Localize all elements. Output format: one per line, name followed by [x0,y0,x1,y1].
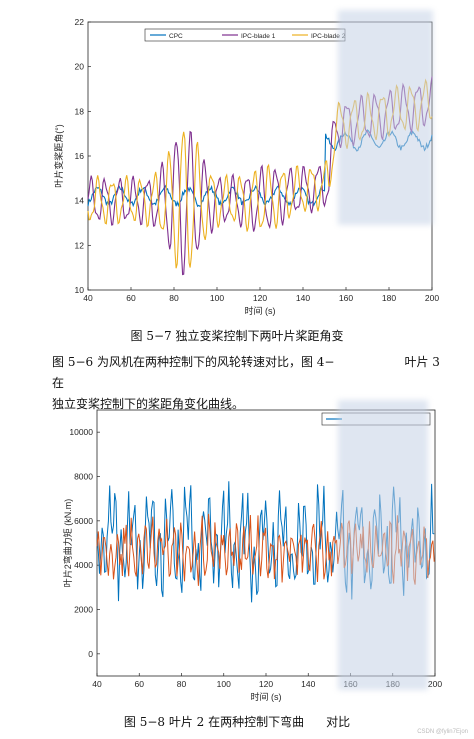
y-tick-label: 0 [88,649,93,659]
redaction-blur-1 [338,10,433,225]
paragraph-line1-tail: 叶片 3 在 [52,355,440,390]
redaction-blur-2 [338,400,428,690]
x-tick-label: 40 [83,293,93,303]
y-tick-label: 8000 [74,472,93,482]
figure2-caption: 图 5−8 叶片 2 在两种控制下弯曲 对比 [123,715,351,729]
x-tick-label: 60 [126,293,136,303]
x-tick-label: 160 [339,293,353,303]
y-axis-label: 叶片2弯曲力矩 (kN.m) [62,499,73,588]
paragraph-line2: 独立变桨控制下的桨距角变化曲线。 [52,397,245,411]
legend-label: IPC-blade 2 [311,33,346,40]
x-axis-label: 时间 (s) [245,305,276,316]
x-tick-label: 80 [169,293,179,303]
y-tick-label: 10000 [69,427,93,437]
x-tick-label: 200 [425,293,439,303]
y-tick-label: 22 [75,17,85,27]
figure1-caption: 图 5−7 独立变桨控制下两叶片桨距角变 [130,329,344,343]
y-tick-label: 14 [75,196,85,206]
x-tick-label: 200 [428,679,442,689]
y-tick-label: 10 [75,285,85,295]
y-tick-label: 18 [75,106,85,116]
legend: CPC IPC-blade 1 IPC-blade 2 [144,28,346,42]
y-axis-label: 叶片变桨距角(°) [53,124,64,188]
y-tick-label: 4000 [74,560,93,570]
x-tick-label: 120 [253,293,267,303]
x-tick-label: 120 [259,679,273,689]
legend-label: CPC [169,33,183,40]
x-tick-label: 180 [382,293,396,303]
paragraph-line1: 图 5−6 为风机在两种控制下的风轮转速对比，图 4− [52,355,335,369]
x-tick-label: 140 [296,293,310,303]
y-tick-label: 2000 [74,605,93,615]
y-tick-label: 16 [75,151,85,161]
x-tick-label: 100 [217,679,231,689]
body-paragraph: 图 5−6 为风机在两种控制下的风轮转速对比，图 4− 叶片 3 在 独立变桨控制… [52,352,444,415]
legend-label: IPC-blade 1 [241,33,276,40]
x-axis-label: 时间 (s) [251,691,282,702]
x-tick-label: 40 [92,679,102,689]
x-tick-label: 100 [210,293,224,303]
y-tick-label: 6000 [74,516,93,526]
csdn-watermark: CSDN @fylin7Ejon [417,729,468,735]
x-tick-label: 140 [301,679,315,689]
y-tick-label: 12 [75,240,85,250]
y-tick-label: 20 [75,62,85,72]
x-tick-label: 60 [135,679,145,689]
x-tick-label: 80 [177,679,187,689]
